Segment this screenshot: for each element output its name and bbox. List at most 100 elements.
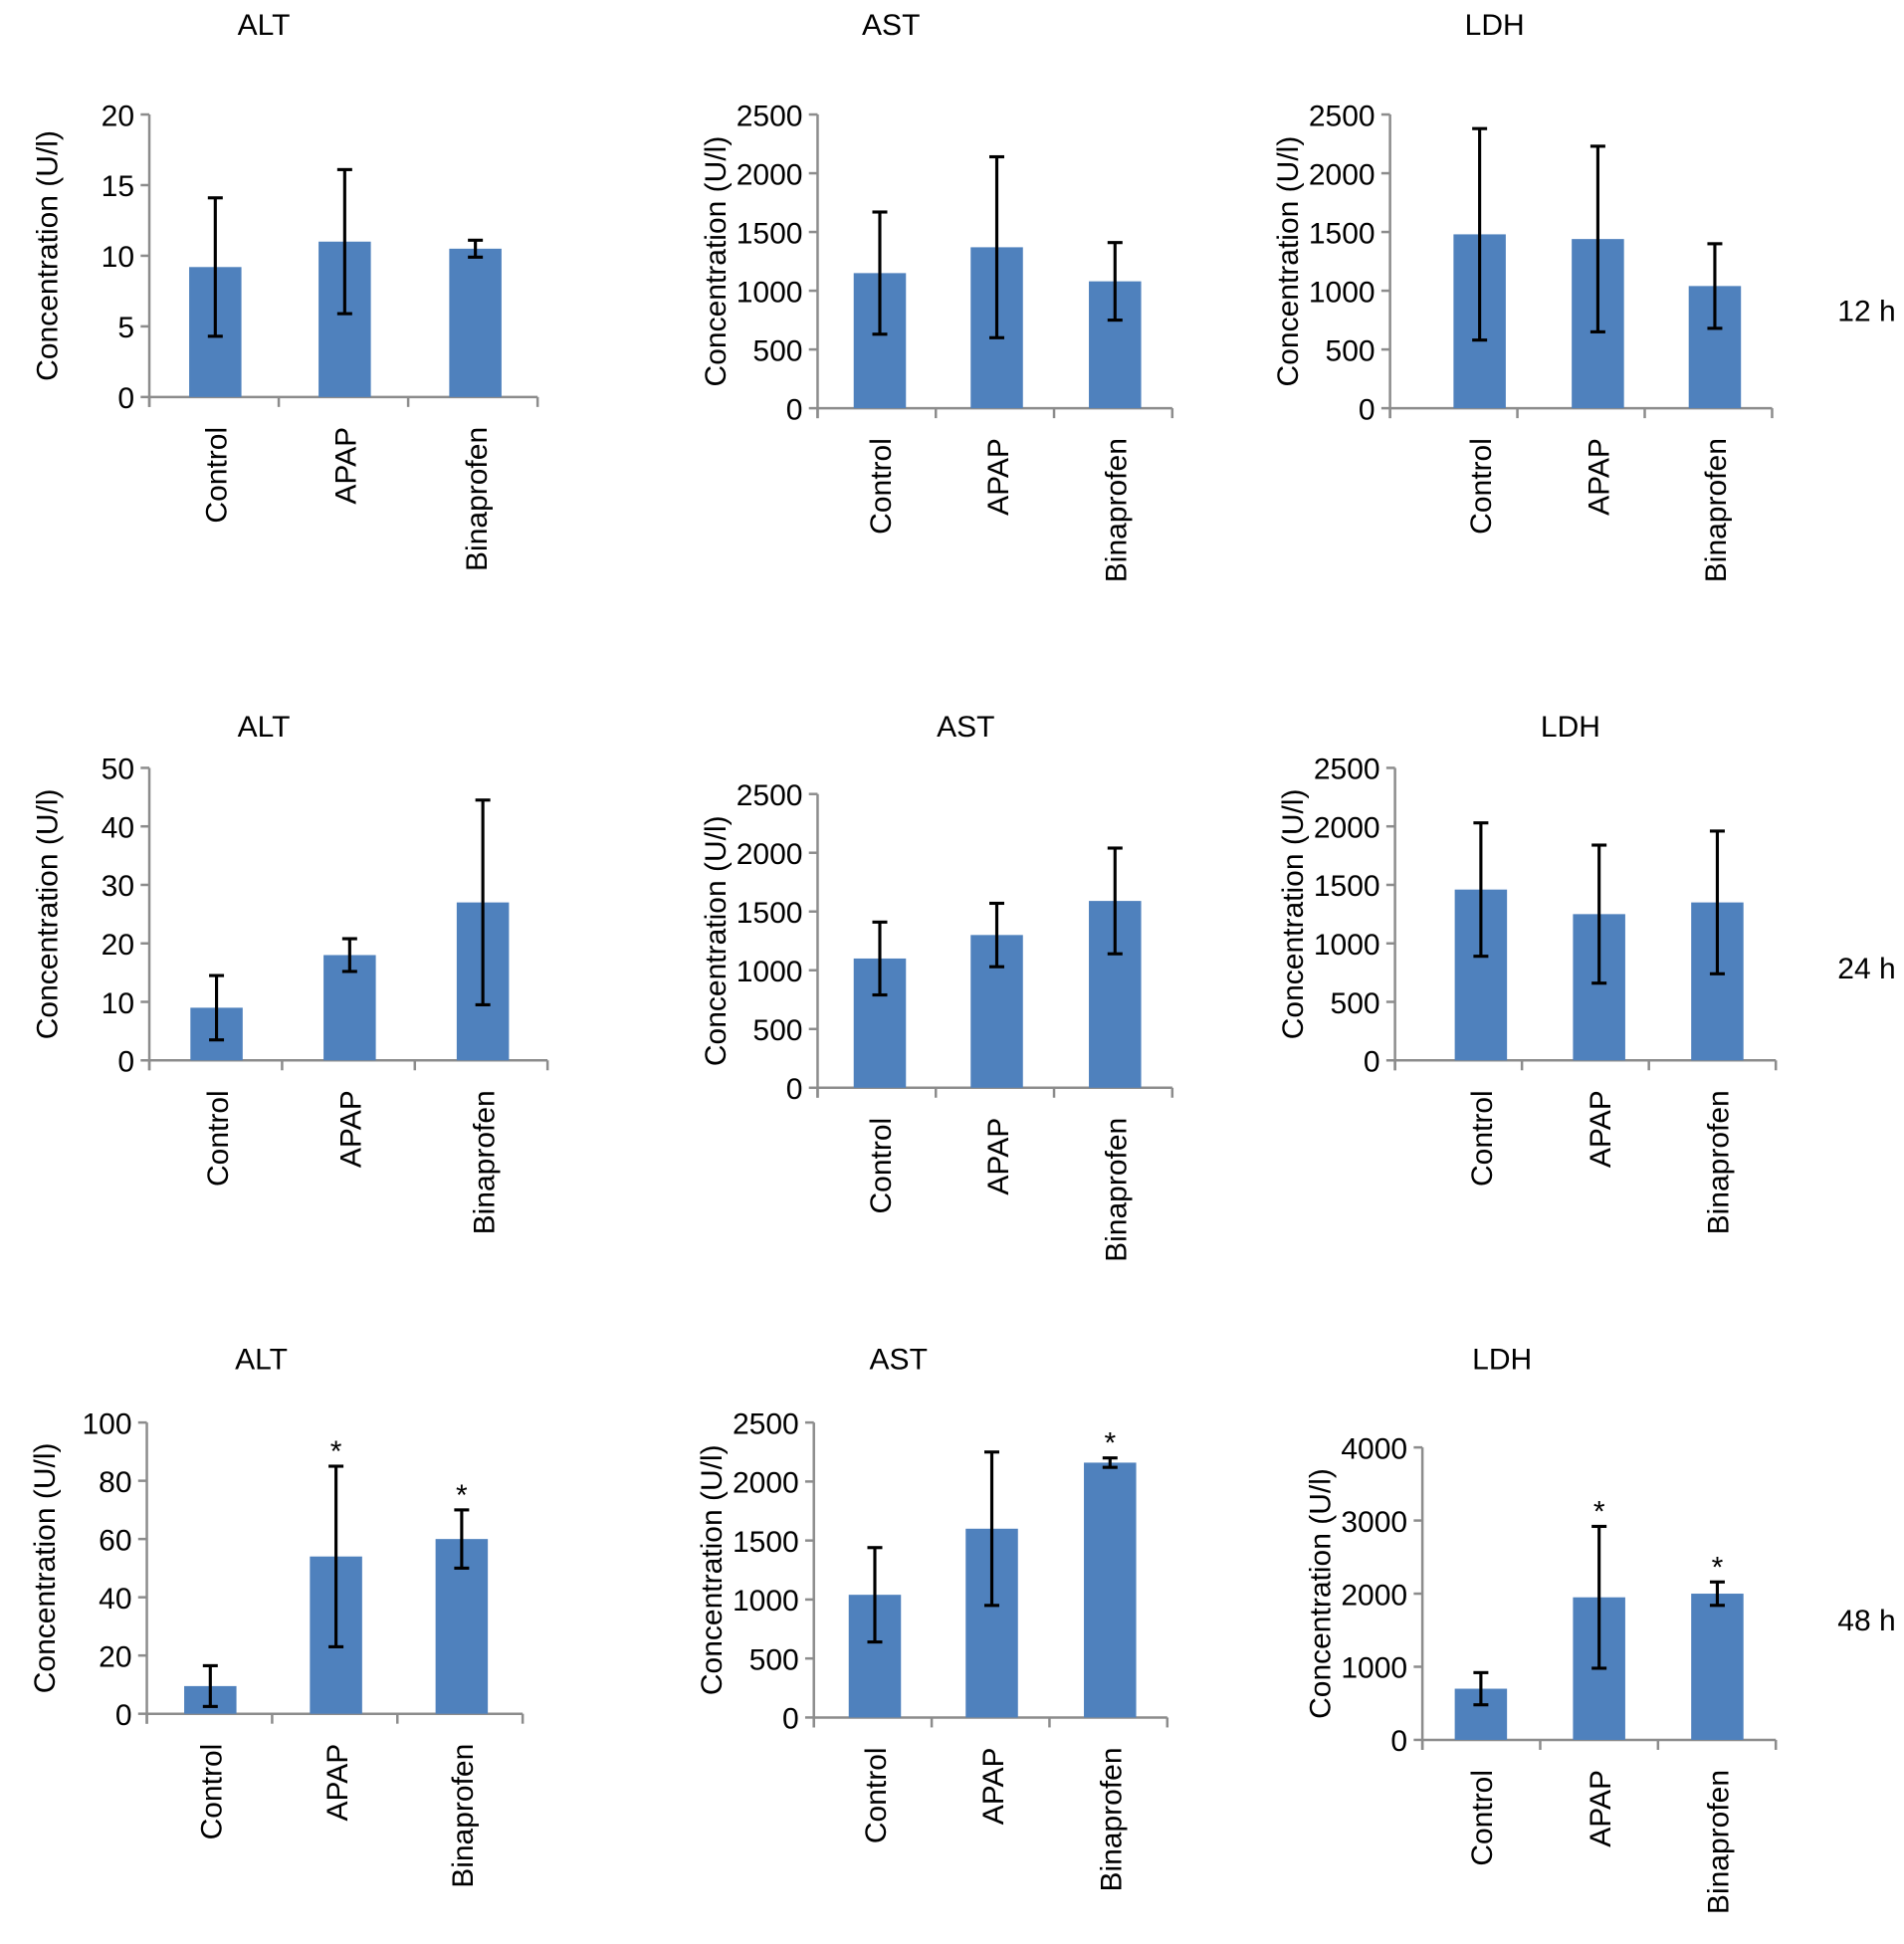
y-axis-label: Concentration (U/l): [29, 1443, 62, 1694]
y-tick-label: 0: [786, 1073, 803, 1106]
x-tick-label-control: Control: [1466, 1090, 1499, 1187]
chart-panel-ldh-24h: LDH Concentration (U/l) 0 500 1000 1500 2000 25…: [1277, 711, 1778, 1234]
y-tick-label: 2000: [737, 838, 803, 871]
chart-panel-alt-12h: ALT Concentration (U/l) 0 5 10 15 20 Control APA…: [32, 9, 539, 571]
y-tick-label: 4000: [1341, 1432, 1407, 1465]
chart-panel-alt-48h: ALT Concentration (U/l) 0 20 40 60 80 100 Contro…: [29, 1343, 525, 1888]
x-tick-label-control: Control: [196, 1744, 229, 1840]
y-tick-label: 60: [99, 1524, 131, 1557]
row-label-time: 12 h: [1837, 296, 1895, 328]
x-tick-label-apap: APAP: [1585, 1090, 1617, 1168]
x-tick-label-apap: APAP: [335, 1090, 368, 1168]
row-label-time: 24 h: [1837, 953, 1895, 985]
y-tick-label: 0: [782, 1703, 799, 1736]
x-tick-label-control: Control: [201, 427, 234, 524]
y-tick-label: 1500: [737, 217, 803, 250]
y-tick-label: 1000: [1341, 1652, 1407, 1685]
y-tick-label: 0: [786, 393, 803, 426]
y-tick-label: 2500: [737, 100, 803, 132]
x-tick-label-control: Control: [860, 1747, 893, 1843]
y-tick-label: 2000: [1341, 1579, 1407, 1612]
y-axis-label: Concentration (U/l): [700, 815, 733, 1066]
x-tick-label-apap: APAP: [1585, 1770, 1617, 1847]
y-tick-label: 1500: [1314, 870, 1380, 903]
chart-title: LDH: [1465, 9, 1525, 42]
y-tick-label: 0: [117, 382, 134, 415]
y-tick-label: 2000: [1314, 811, 1380, 844]
y-tick-label: 1000: [737, 956, 803, 988]
chart-title: LDH: [1541, 711, 1600, 744]
y-axis-label: Concentration (U/l): [696, 1444, 729, 1695]
significance-star: *: [1712, 1551, 1724, 1584]
bar-binaprofen: [1084, 1462, 1137, 1718]
y-axis-label: Concentration (U/l): [1272, 136, 1305, 387]
y-tick-label: 0: [1364, 1046, 1380, 1079]
y-tick-label: 1500: [733, 1526, 799, 1559]
y-tick-label: 1000: [1309, 276, 1375, 309]
x-tick-label-control: Control: [865, 1118, 898, 1214]
y-axis-label: Concentration (U/l): [1277, 788, 1310, 1039]
chart-title: ALT: [238, 9, 291, 42]
y-tick-label: 2500: [737, 779, 803, 812]
x-tick-label-binaprofen: Binaprofen: [1700, 438, 1733, 582]
y-tick-label: 50: [102, 754, 134, 786]
y-tick-label: 1000: [1314, 929, 1380, 962]
y-tick-label: 100: [82, 1407, 131, 1440]
y-tick-label: 500: [749, 1643, 799, 1676]
x-tick-label-binaprofen: Binaprofen: [1101, 1118, 1134, 1262]
y-tick-label: 1000: [733, 1585, 799, 1618]
y-tick-label: 0: [1359, 393, 1375, 426]
y-tick-label: 10: [102, 241, 134, 274]
x-tick-label-binaprofen: Binaprofen: [1703, 1090, 1736, 1234]
y-tick-label: 0: [115, 1699, 132, 1732]
y-tick-label: 20: [102, 929, 134, 962]
chart-panel-ldh-12h: LDH Concentration (U/l) 0 500 1000 1500 2000 25…: [1272, 9, 1774, 582]
x-tick-label-apap: APAP: [977, 1747, 1010, 1825]
row-label-time: 48 h: [1837, 1605, 1895, 1637]
y-tick-label: 1500: [1309, 217, 1375, 250]
significance-star: *: [1593, 1495, 1605, 1528]
y-tick-label: 40: [102, 811, 134, 844]
x-tick-label-apap: APAP: [982, 1118, 1015, 1195]
y-tick-label: 2000: [733, 1467, 799, 1500]
y-tick-label: 20: [99, 1640, 131, 1673]
y-tick-label: 10: [102, 987, 134, 1020]
y-tick-label: 2500: [1309, 100, 1375, 132]
y-tick-label: 500: [1331, 987, 1380, 1020]
x-tick-label-control: Control: [865, 438, 898, 535]
x-tick-label-binaprofen: Binaprofen: [447, 1744, 480, 1888]
chart-panel-ldh-48h: LDH Concentration (U/l) 0 1000 2000 3000 4000 C…: [1305, 1343, 1778, 1914]
y-tick-label: 3000: [1341, 1506, 1407, 1539]
y-tick-label: 20: [102, 100, 134, 132]
y-tick-label: 500: [1326, 334, 1375, 367]
y-tick-label: 0: [117, 1046, 134, 1079]
chart-title: AST: [937, 711, 994, 744]
significance-star: *: [330, 1435, 342, 1468]
bar-binaprofen: [449, 248, 502, 397]
x-tick-label-apap: APAP: [1584, 438, 1616, 516]
y-tick-label: 40: [99, 1583, 131, 1616]
y-tick-label: 80: [99, 1466, 131, 1499]
y-tick-label: 0: [1390, 1725, 1407, 1758]
x-tick-label-binaprofen: Binaprofen: [468, 1090, 501, 1234]
y-tick-label: 30: [102, 870, 134, 903]
y-tick-label: 5: [117, 312, 134, 344]
x-tick-label-control: Control: [1465, 438, 1498, 535]
significance-star: *: [1104, 1427, 1116, 1460]
y-tick-label: 2000: [1309, 158, 1375, 191]
y-tick-label: 2500: [1314, 754, 1380, 786]
chart-panel-ast-12h: AST Concentration (U/l) 0 500 1000 1500 2000 25…: [700, 9, 1174, 582]
y-tick-label: 1000: [737, 276, 803, 309]
chart-title: AST: [862, 9, 920, 42]
x-tick-label-apap: APAP: [321, 1744, 354, 1822]
bar-binaprofen: [1691, 1594, 1744, 1740]
chart-title: ALT: [238, 711, 291, 744]
chart-panel-ast-48h: AST Concentration (U/l) 0 500 1000 1500 2000 25…: [696, 1343, 1169, 1892]
x-tick-label-binaprofen: Binaprofen: [1703, 1770, 1736, 1914]
chart-title: LDH: [1472, 1343, 1532, 1376]
y-tick-label: 500: [752, 1014, 802, 1047]
y-axis-label: Concentration (U/l): [32, 130, 65, 381]
y-tick-label: 15: [102, 170, 134, 203]
y-tick-label: 2500: [733, 1407, 799, 1440]
